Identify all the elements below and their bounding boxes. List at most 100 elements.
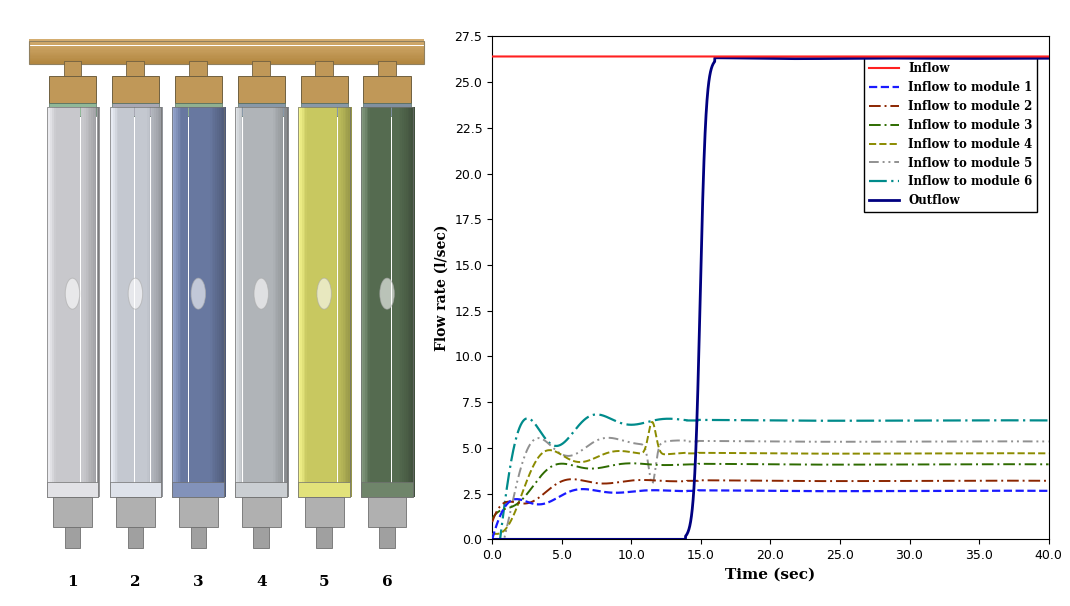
Bar [316, 107, 318, 497]
Bar [113, 107, 114, 497]
Bar [129, 107, 131, 497]
Bar [350, 107, 352, 497]
Bar [223, 107, 224, 497]
Bar [199, 107, 201, 497]
Bar [254, 107, 255, 497]
Bar [397, 107, 399, 497]
Bar [29, 39, 424, 41]
X-axis label: Time (sec): Time (sec) [725, 568, 815, 582]
Bar [241, 107, 243, 497]
Bar [265, 107, 268, 497]
Bar [149, 107, 151, 497]
Bar [109, 107, 111, 497]
Bar [235, 107, 287, 497]
Bar [47, 482, 98, 497]
Bar [70, 107, 72, 497]
Bar [209, 107, 210, 497]
Bar [29, 53, 424, 54]
Bar [96, 107, 98, 497]
Bar [109, 482, 162, 497]
Bar [190, 107, 192, 497]
Bar [345, 107, 347, 497]
Y-axis label: Flow rate (l/sec): Flow rate (l/sec) [435, 225, 449, 351]
Bar [63, 61, 81, 79]
Bar [29, 62, 424, 64]
Ellipse shape [380, 278, 395, 309]
Bar [307, 107, 309, 497]
Bar [315, 107, 316, 497]
Bar [251, 107, 254, 497]
Bar [242, 497, 280, 527]
Bar [273, 107, 275, 497]
Bar [185, 107, 186, 497]
Bar [91, 107, 93, 497]
Bar [339, 107, 341, 497]
Bar [133, 107, 135, 497]
Text: 6: 6 [382, 574, 393, 589]
Bar [348, 107, 350, 497]
Bar [280, 107, 281, 497]
Bar [29, 55, 424, 56]
Bar [347, 107, 348, 497]
Bar [286, 107, 287, 497]
Bar [259, 107, 260, 497]
Bar [368, 107, 370, 497]
Bar [400, 107, 402, 497]
Bar [388, 107, 389, 497]
Bar [127, 527, 143, 548]
Bar [48, 107, 50, 497]
Bar [326, 107, 328, 497]
Bar [196, 107, 197, 497]
Bar [276, 107, 278, 497]
Bar [126, 61, 144, 79]
Bar [235, 482, 287, 497]
Bar [264, 107, 265, 497]
Bar [54, 497, 92, 527]
Bar [210, 107, 212, 497]
Bar [337, 107, 339, 497]
Bar [325, 107, 326, 497]
Ellipse shape [65, 278, 80, 309]
Bar [406, 107, 408, 497]
Bar [217, 107, 218, 497]
Bar [187, 107, 188, 497]
Bar [29, 41, 424, 42]
Bar [190, 527, 207, 548]
Bar [72, 107, 74, 497]
Bar [63, 107, 64, 497]
Bar [47, 107, 98, 497]
Bar [29, 61, 424, 62]
Bar [75, 107, 77, 497]
Bar [362, 107, 363, 497]
Bar [98, 107, 101, 497]
Bar [309, 107, 310, 497]
Bar [380, 527, 395, 548]
Ellipse shape [128, 278, 142, 309]
Bar [275, 107, 276, 497]
Bar [386, 107, 388, 497]
Bar [299, 107, 300, 497]
Bar [29, 47, 424, 48]
Bar [52, 107, 54, 497]
Bar [321, 107, 323, 497]
Bar [131, 107, 133, 497]
Text: 4: 4 [256, 574, 266, 589]
Bar [363, 107, 365, 497]
Bar [255, 107, 257, 497]
Bar [162, 107, 163, 497]
Bar [172, 482, 224, 497]
Bar [332, 107, 334, 497]
Bar [408, 107, 410, 497]
Bar [82, 107, 85, 497]
Bar [95, 107, 96, 497]
Bar [299, 107, 350, 497]
Bar [174, 76, 221, 103]
Bar [238, 76, 285, 103]
Bar [59, 107, 61, 497]
Bar [178, 107, 180, 497]
Bar [203, 107, 204, 497]
Bar [29, 49, 424, 50]
Bar [174, 107, 175, 497]
Bar [253, 61, 271, 79]
Bar [334, 107, 336, 497]
